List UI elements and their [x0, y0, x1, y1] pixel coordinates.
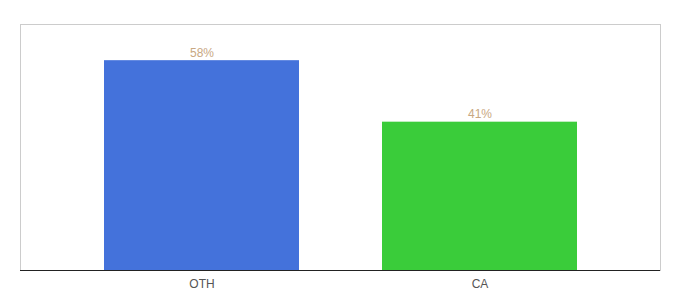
svg-text:58%: 58% — [190, 46, 214, 60]
svg-text:41%: 41% — [468, 107, 492, 121]
svg-text:OTH: OTH — [189, 277, 214, 291]
svg-text:CA: CA — [472, 277, 489, 291]
